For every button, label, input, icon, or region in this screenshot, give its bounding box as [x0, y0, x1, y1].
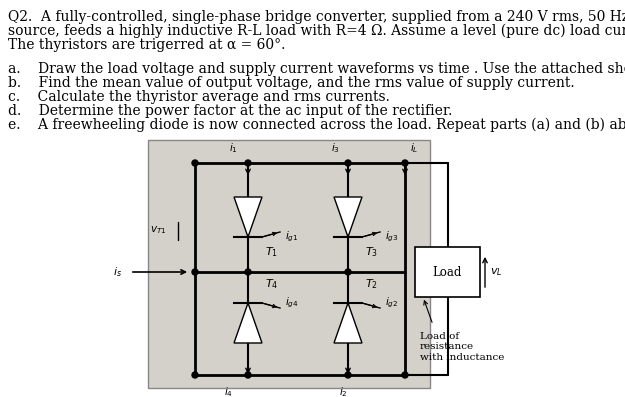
Text: $T_3$: $T_3$: [365, 245, 378, 259]
Polygon shape: [334, 197, 362, 237]
Text: $v_L$: $v_L$: [490, 266, 502, 278]
Text: $i_s$: $i_s$: [113, 265, 122, 279]
Text: Load of
resistance
with inductance: Load of resistance with inductance: [420, 332, 504, 362]
Text: e.    A freewheeling diode is now connected across the load. Repeat parts (a) an: e. A freewheeling diode is now connected…: [8, 118, 625, 132]
Polygon shape: [234, 197, 262, 237]
Bar: [415, 247, 480, 297]
Circle shape: [192, 160, 198, 166]
Text: Load: Load: [432, 266, 462, 279]
Text: $T_4$: $T_4$: [265, 277, 278, 291]
Text: $T_1$: $T_1$: [265, 245, 278, 259]
Text: The thyristors are trigerred at α = 60°.: The thyristors are trigerred at α = 60°.: [8, 38, 286, 52]
Text: Q2.  A fully-controlled, single-phase bridge converter, supplied from a 240 V rm: Q2. A fully-controlled, single-phase bri…: [8, 10, 625, 24]
Text: $i_4$: $i_4$: [224, 385, 233, 397]
Bar: [148, 140, 430, 388]
Text: $i_{g1}$: $i_{g1}$: [285, 230, 299, 244]
Text: $i_L$: $i_L$: [410, 141, 419, 155]
Text: $v_{T1}$: $v_{T1}$: [151, 224, 167, 236]
Text: $i_{g2}$: $i_{g2}$: [385, 296, 398, 310]
Circle shape: [192, 269, 198, 275]
Text: $i_1$: $i_1$: [229, 141, 238, 155]
Circle shape: [345, 160, 351, 166]
Circle shape: [345, 269, 351, 275]
Circle shape: [402, 160, 408, 166]
Circle shape: [245, 269, 251, 275]
Text: $i_2$: $i_2$: [339, 385, 348, 397]
Text: $T_2$: $T_2$: [365, 277, 378, 291]
Circle shape: [402, 372, 408, 378]
Circle shape: [245, 160, 251, 166]
Text: c.    Calculate the thyristor average and rms currents.: c. Calculate the thyristor average and r…: [8, 90, 390, 104]
Polygon shape: [234, 303, 262, 343]
Text: $i_3$: $i_3$: [331, 141, 340, 155]
Text: b.    Find the mean value of output voltage, and the rms value of supply current: b. Find the mean value of output voltage…: [8, 76, 574, 90]
Text: $i_{g3}$: $i_{g3}$: [385, 230, 399, 244]
Circle shape: [245, 372, 251, 378]
Text: d.    Determine the power factor at the ac input of the rectifier.: d. Determine the power factor at the ac …: [8, 104, 452, 118]
Text: source, feeds a highly inductive R-L load with R=4 Ω. Assume a level (pure dc) l: source, feeds a highly inductive R-L loa…: [8, 24, 625, 39]
Text: a.    Draw the load voltage and supply current waveforms vs time . Use the attac: a. Draw the load voltage and supply curr…: [8, 62, 625, 76]
Polygon shape: [334, 303, 362, 343]
Text: $i_{g4}$: $i_{g4}$: [285, 296, 299, 310]
Circle shape: [345, 372, 351, 378]
Circle shape: [192, 372, 198, 378]
